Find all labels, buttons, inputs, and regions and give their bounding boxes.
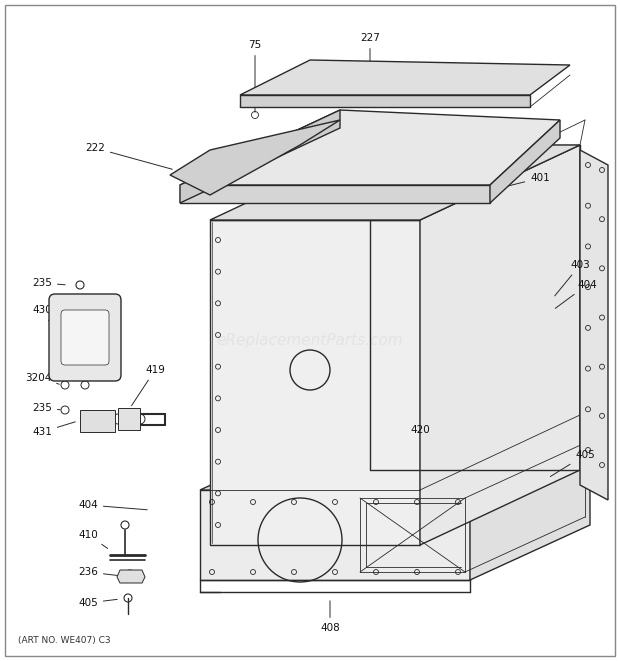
Polygon shape	[118, 408, 140, 430]
Polygon shape	[80, 410, 115, 432]
Text: 235: 235	[32, 403, 60, 413]
Polygon shape	[200, 490, 470, 580]
Text: 75: 75	[249, 40, 262, 112]
Text: 430: 430	[32, 305, 53, 328]
Text: 410: 410	[78, 530, 108, 549]
Text: 401: 401	[503, 173, 550, 187]
Text: 236: 236	[78, 567, 119, 577]
Text: 404: 404	[556, 280, 597, 308]
Polygon shape	[200, 435, 590, 490]
Text: 405: 405	[551, 450, 595, 477]
Polygon shape	[420, 145, 580, 545]
Text: 431: 431	[32, 422, 76, 437]
Text: 235: 235	[32, 278, 65, 288]
Text: eReplacementParts.com: eReplacementParts.com	[216, 332, 404, 348]
FancyBboxPatch shape	[61, 310, 109, 365]
Text: (ART NO. WE407) C3: (ART NO. WE407) C3	[18, 635, 110, 644]
Text: 405: 405	[78, 598, 117, 608]
Polygon shape	[490, 120, 560, 203]
Polygon shape	[210, 220, 420, 545]
Polygon shape	[210, 145, 580, 220]
Polygon shape	[240, 60, 570, 95]
Polygon shape	[170, 120, 340, 195]
Text: 408: 408	[320, 601, 340, 633]
Polygon shape	[580, 150, 608, 500]
FancyBboxPatch shape	[49, 294, 121, 381]
Polygon shape	[180, 110, 560, 185]
Polygon shape	[470, 435, 590, 580]
Text: 403: 403	[555, 260, 590, 296]
Text: 420: 420	[410, 425, 430, 435]
Text: 3204: 3204	[25, 373, 60, 384]
Text: 404: 404	[78, 500, 147, 510]
Polygon shape	[117, 570, 145, 583]
Text: 227: 227	[360, 33, 380, 75]
Polygon shape	[240, 95, 530, 107]
Polygon shape	[180, 185, 490, 203]
Polygon shape	[180, 110, 340, 203]
Text: 419: 419	[131, 365, 165, 406]
Text: 222: 222	[85, 143, 172, 169]
Polygon shape	[215, 470, 580, 550]
